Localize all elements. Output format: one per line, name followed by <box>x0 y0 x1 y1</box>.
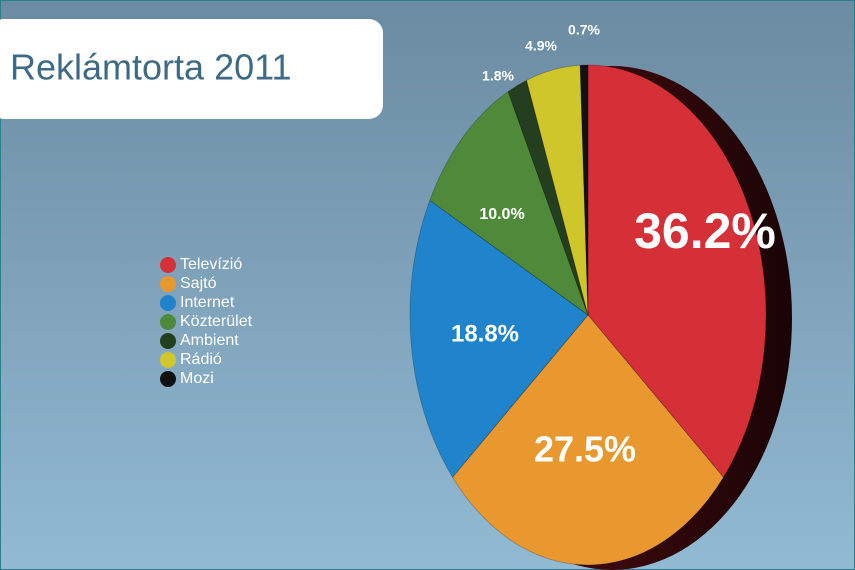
legend-label: Közterület <box>180 313 253 330</box>
legend-swatch <box>160 371 176 387</box>
pie-slice <box>452 314 724 566</box>
pie-slice <box>429 90 589 317</box>
legend-label: Internet <box>180 294 235 311</box>
pie-slice <box>587 64 767 478</box>
legend-label: Televízió <box>180 256 242 273</box>
title-box <box>0 19 383 119</box>
legend-swatch <box>160 257 176 273</box>
legend-swatch <box>160 333 176 349</box>
legend-swatch <box>160 352 176 368</box>
data-label: 27.5% <box>534 429 636 470</box>
labels: 36.2% 27.5% 18.8% 10.0% 1.8% 4.9% 0.7% <box>451 22 776 470</box>
data-label: 36.2% <box>634 203 776 259</box>
chart-title: Reklámtorta 2011 <box>10 47 291 88</box>
pie <box>409 64 767 566</box>
data-label: 0.7% <box>568 22 600 38</box>
data-label: 4.9% <box>525 38 557 54</box>
legend-label: Rádió <box>180 351 222 368</box>
legend-swatch <box>160 295 176 311</box>
legend-swatch <box>160 314 176 330</box>
pie-slice <box>579 64 589 316</box>
data-label: 18.8% <box>451 320 519 347</box>
pie-slice <box>507 79 589 316</box>
legend-swatch <box>160 276 176 292</box>
legend-label: Mozi <box>180 370 214 387</box>
data-label: 1.8% <box>482 68 514 84</box>
legend-label: Sajtó <box>180 275 217 292</box>
data-label: 10.0% <box>479 206 524 223</box>
pie-slice <box>409 199 589 478</box>
legend-label: Ambient <box>180 332 239 349</box>
pie-slice <box>526 64 589 316</box>
legend: Televízió Sajtó Internet Közterület Ambient R… <box>160 256 253 387</box>
